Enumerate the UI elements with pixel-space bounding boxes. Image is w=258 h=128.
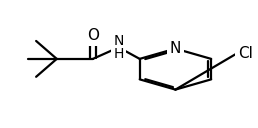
Text: N
H: N H <box>114 34 124 61</box>
Text: Cl: Cl <box>238 46 253 61</box>
Text: O: O <box>87 28 99 43</box>
Text: N: N <box>170 41 181 56</box>
